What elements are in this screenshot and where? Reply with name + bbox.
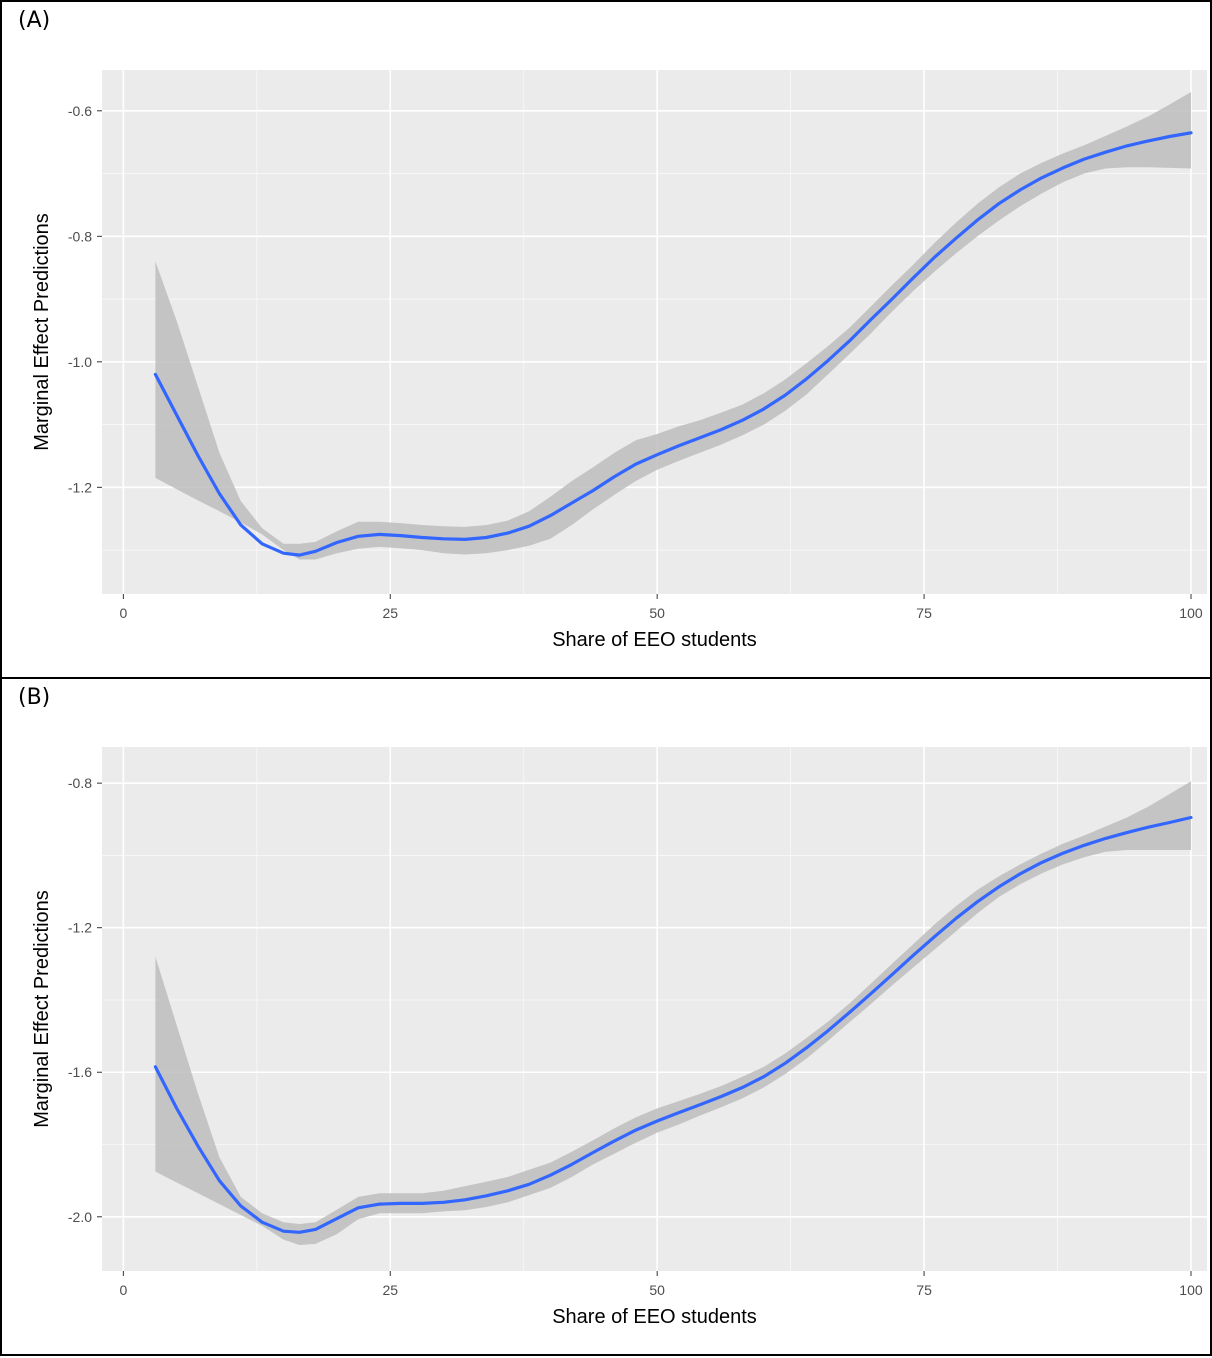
x-tick-label: 50 (649, 605, 665, 621)
y-tick-label: -1.6 (68, 1064, 92, 1080)
x-tick-label: 50 (649, 1282, 665, 1298)
x-tick-label: 100 (1179, 605, 1203, 621)
x-axis-title: Share of EEO students (552, 629, 757, 651)
x-tick-label: 0 (119, 1282, 127, 1298)
y-tick-label: -0.8 (68, 228, 92, 244)
x-tick-label: 0 (119, 605, 127, 621)
plot-background (102, 70, 1207, 594)
y-axis-title: Marginal Effect Predictions (31, 213, 53, 451)
y-tick-label: -0.8 (68, 775, 92, 791)
y-tick-label: -1.2 (68, 479, 92, 495)
x-tick-label: 75 (916, 1282, 932, 1298)
x-tick-label: 25 (382, 1282, 398, 1298)
panel-label: (A) (18, 8, 51, 33)
chart-a: 0 25 50 75 100 -1.2 -1.0 -0.8 -0.6 Share of EEO s… (31, 70, 1207, 651)
panel-a: (A) 0 25 50 75 100 -1.2 -1.0 -0.8 -0.6 Share of E… (0, 0, 1212, 679)
y-axis-title: Marginal Effect Predictions (31, 890, 53, 1128)
plot-background (102, 747, 1207, 1271)
y-tick-label: -2.0 (68, 1209, 92, 1225)
panel-b: (B) 0 25 50 75 100 -2.0 -1.6 -1.2 -0.8 Share of E… (0, 677, 1212, 1356)
x-axis-title: Share of EEO students (552, 1306, 757, 1328)
series-line (153, 815, 1193, 1234)
y-tick-label: -1.0 (68, 354, 92, 370)
x-tick-label: 25 (382, 605, 398, 621)
series-line (153, 131, 1193, 557)
panel-label: (B) (18, 685, 51, 710)
x-tick-label: 75 (916, 605, 932, 621)
y-tick-label: -1.2 (68, 920, 92, 936)
y-tick-label: -0.6 (68, 103, 92, 119)
x-tick-label: 100 (1179, 1282, 1203, 1298)
chart-b: 0 25 50 75 100 -2.0 -1.6 -1.2 -0.8 Share of EEO s… (31, 747, 1207, 1328)
